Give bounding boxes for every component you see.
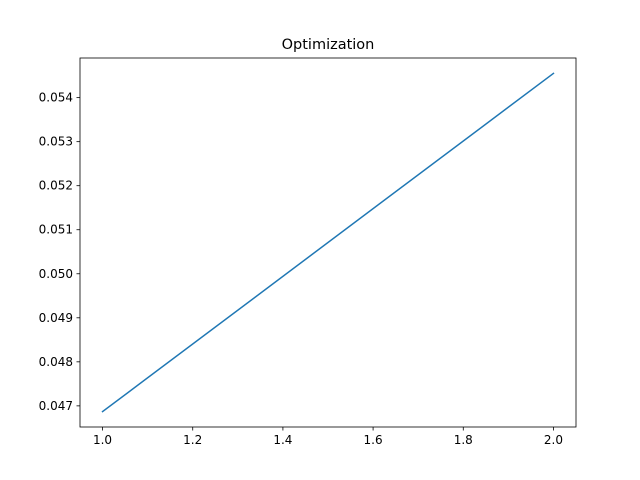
plot-area: 1.0 1.2 1.4 1.6 1.8 2.0 0.047 0.048 0.049 0.050 0.… [39, 57, 577, 447]
x-tick-label: 1.2 [183, 433, 202, 447]
series-line-0 [101, 72, 555, 413]
y-tick-label: 0.047 [39, 399, 73, 413]
y-tick-label: 0.050 [39, 267, 73, 281]
y-tick-label: 0.052 [39, 179, 73, 193]
y-tick-label: 0.053 [39, 135, 73, 149]
x-tick-label: 1.4 [273, 433, 292, 447]
x-tick-label: 1.8 [454, 433, 473, 447]
y-tick-label: 0.049 [39, 311, 73, 325]
axes-frame [79, 57, 577, 428]
x-tick-label: 1.6 [364, 433, 383, 447]
x-tick-label: 2.0 [544, 433, 563, 447]
y-tick-label: 0.054 [39, 91, 73, 105]
y-tick-label: 0.051 [39, 223, 73, 237]
y-tick-label: 0.048 [39, 355, 73, 369]
x-tick-label: 1.0 [93, 433, 112, 447]
chart-title: Optimization [282, 37, 375, 53]
